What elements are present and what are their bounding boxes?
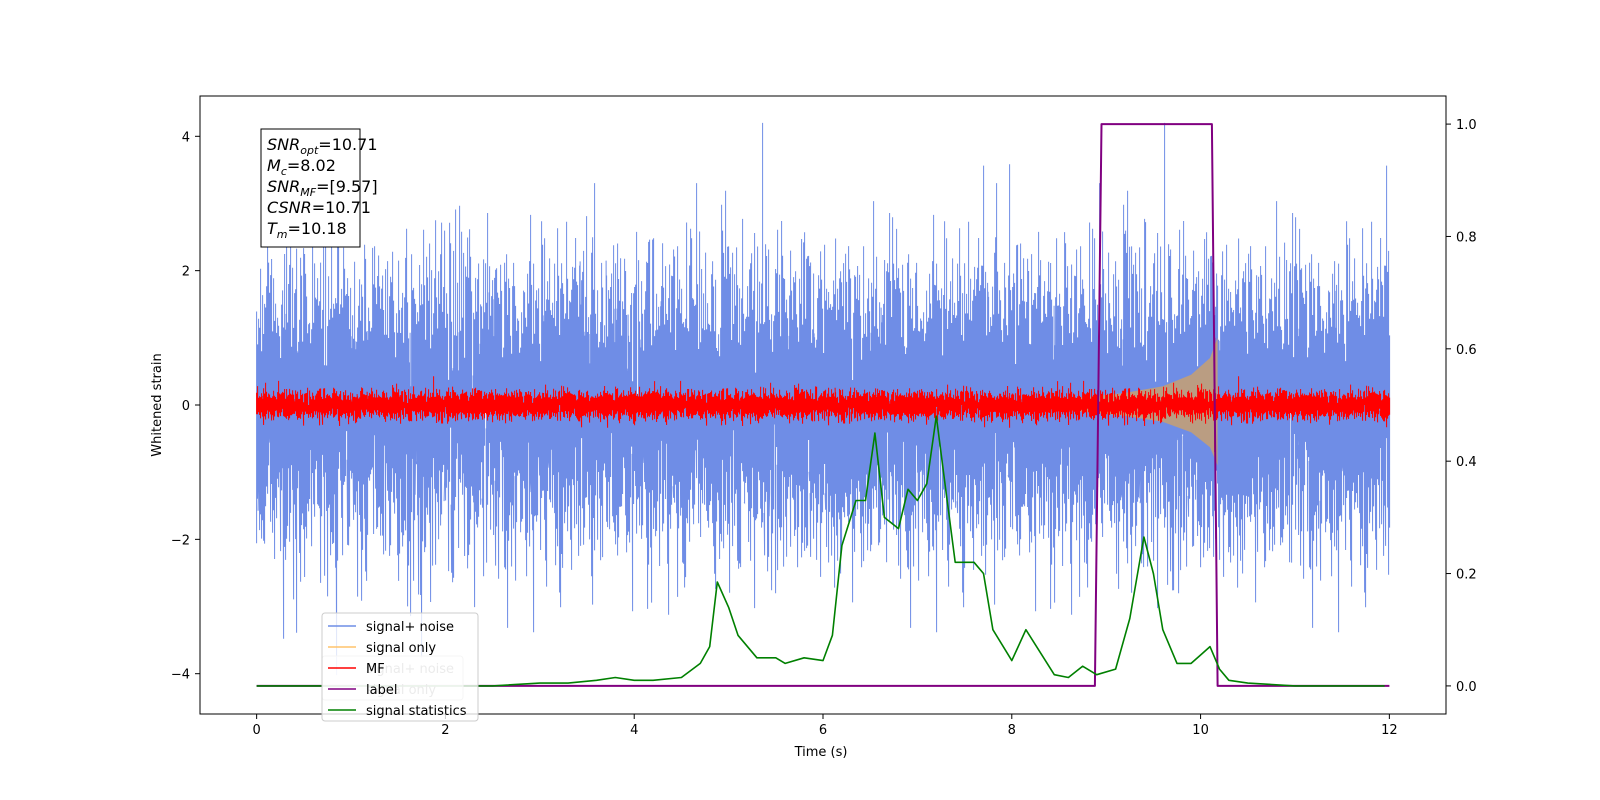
y2-tick-label: 0.2 (1456, 568, 1477, 583)
series-label (256, 123, 1390, 687)
info-line: CSNR=10.71 (267, 198, 371, 217)
x-axis: 0 2 4 6 8 10 12 (252, 714, 1398, 738)
y-tick-label: 2 (182, 265, 190, 280)
info-box-frame (260, 128, 361, 248)
legend-label: MF (366, 662, 385, 677)
x-tick-label: 0 (252, 723, 260, 738)
info-line: Mc=8.02 (267, 156, 336, 178)
y-tick-label: 0 (182, 399, 190, 414)
series-mf (256, 337, 1391, 452)
legend-label: signal+ noise (366, 620, 454, 635)
legend-label: signal only (366, 641, 436, 656)
legend-label: signal statistics (366, 704, 467, 719)
y2-tick-label: 0.0 (1456, 680, 1477, 695)
y2-tick-label: 0.6 (1456, 343, 1477, 358)
stats-info-box: SNRopt=10.71Mc=8.02SNRMF=[9.57]CSNR=10.7… (260, 128, 378, 248)
plot-area (256, 122, 1391, 687)
x-tick-label: 2 (441, 723, 449, 738)
y-tick-label: −2 (171, 533, 190, 548)
x-tick-label: 6 (819, 723, 827, 738)
legend-frame (321, 612, 479, 722)
y-axis-label: Whitened strain (150, 353, 165, 456)
info-line: SNRMF=[9.57] (267, 177, 378, 199)
x-tick-label: 4 (630, 723, 638, 738)
x-axis-label: Time (s) (794, 745, 848, 760)
y-tick-label: 4 (182, 130, 190, 145)
right-y-axis: 0.0 0.2 0.4 0.6 0.8 1.0 (1446, 118, 1477, 695)
y-tick-label: −4 (171, 668, 190, 683)
y2-tick-label: 1.0 (1456, 118, 1477, 133)
x-tick-label: 10 (1192, 723, 1209, 738)
left-y-axis: −4 −2 0 2 4 (171, 130, 200, 683)
y2-tick-label: 0.4 (1456, 455, 1477, 470)
series-signal-noise (256, 122, 1391, 676)
series-signal-statistics (256, 415, 1385, 687)
y2-tick-label: 0.8 (1456, 230, 1477, 245)
x-tick-label: 12 (1381, 723, 1398, 738)
info-line: SNRopt=10.71 (267, 135, 378, 157)
x-tick-label: 8 (1008, 723, 1016, 738)
legend-label: label (366, 683, 397, 698)
info-line: Tm=10.18 (267, 219, 347, 241)
